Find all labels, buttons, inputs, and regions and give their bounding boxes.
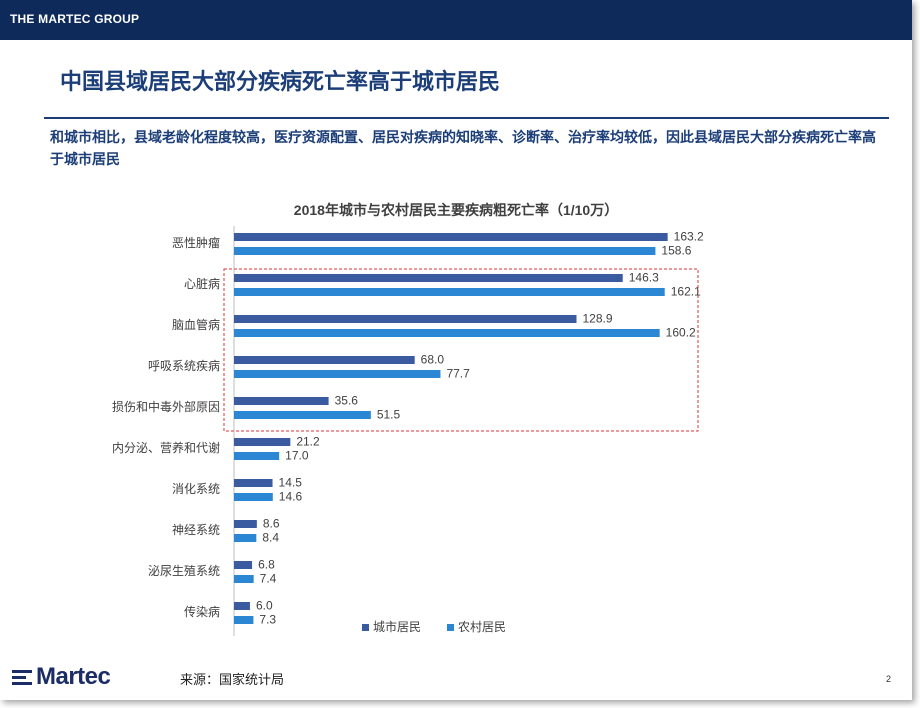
- category-label: 神经系统: [172, 523, 220, 537]
- data-label: 158.6: [661, 244, 691, 258]
- category-label: 心脏病: [184, 276, 220, 291]
- legend-swatch: [362, 624, 369, 631]
- data-label: 146.3: [629, 271, 659, 285]
- category-label: 呼吸系统疾病: [148, 358, 220, 373]
- subtitle: 和城市相比，县域老龄化程度较高，医疗资源配置、居民对疾病的知晓率、诊断率、治疗率…: [50, 130, 876, 168]
- bar-urban: [234, 438, 291, 446]
- data-label: 35.6: [335, 394, 359, 408]
- brand-logo: THE MARTEC GROUP: [10, 12, 140, 26]
- title-divider: [44, 117, 889, 119]
- martec-logo: Martec: [12, 663, 111, 691]
- bar-rural: [234, 452, 280, 460]
- category-label: 传染病: [184, 604, 220, 619]
- data-label: 6.0: [256, 599, 273, 613]
- bar-rural: [234, 370, 441, 378]
- category-label: 泌尿生殖系统: [148, 563, 220, 578]
- data-label: 17.0: [285, 449, 309, 463]
- header-bar: THE MARTEC GROUP: [0, 0, 912, 40]
- bar-rural: [234, 616, 254, 624]
- data-label: 7.4: [260, 572, 277, 586]
- bar-urban: [234, 356, 415, 364]
- bar-urban: [234, 602, 250, 610]
- bar-rural: [234, 534, 257, 542]
- category-label: 恶性肿瘤: [172, 235, 220, 250]
- bar-urban: [234, 274, 623, 282]
- bar-rural: [234, 247, 656, 255]
- bar-urban: [234, 561, 253, 569]
- data-label: 14.5: [279, 476, 303, 490]
- bar-rural: [234, 329, 660, 337]
- bar-rural: [234, 493, 273, 501]
- chart-title: 2018年城市与农村居民主要疾病粗死亡率（1/10万）: [294, 202, 618, 218]
- category-label: 内分泌、营养和代谢: [112, 440, 220, 455]
- data-label: 163.2: [674, 230, 704, 244]
- data-label: 128.9: [583, 312, 613, 326]
- legend-label: 城市居民: [373, 619, 421, 634]
- bar-urban: [234, 397, 329, 405]
- logo-mark-icon: [12, 666, 34, 688]
- bar-rural: [234, 575, 254, 583]
- data-label: 7.3: [259, 613, 276, 627]
- bar-rural: [234, 288, 665, 296]
- page-title: 中国县域居民大部分疾病死亡率高于城市居民: [60, 69, 501, 95]
- category-label: 消化系统: [172, 482, 220, 496]
- logo-text: Martec: [36, 663, 111, 690]
- highlight-box: [223, 268, 699, 432]
- data-label: 160.2: [666, 326, 696, 340]
- data-label: 68.0: [421, 353, 445, 367]
- data-label: 8.6: [263, 517, 280, 531]
- bar-urban: [234, 315, 577, 323]
- data-label: 51.5: [377, 408, 401, 422]
- category-label: 损伤和中毒外部原因: [112, 399, 220, 414]
- data-label: 8.4: [262, 531, 279, 545]
- data-label: 21.2: [296, 435, 320, 449]
- page-number: 2: [886, 674, 892, 684]
- legend-label: 农村居民: [458, 620, 506, 634]
- data-label: 14.6: [279, 490, 303, 504]
- bar-urban: [234, 520, 257, 528]
- data-label: 6.8: [258, 558, 275, 572]
- bar-urban: [234, 233, 668, 241]
- source-note: 来源：国家统计局: [180, 673, 285, 688]
- legend-swatch: [447, 624, 454, 631]
- data-label: 162.1: [671, 285, 701, 299]
- bar-rural: [234, 411, 371, 419]
- bar-urban: [234, 479, 273, 487]
- data-label: 77.7: [446, 367, 470, 381]
- category-label: 脑血管病: [172, 317, 220, 332]
